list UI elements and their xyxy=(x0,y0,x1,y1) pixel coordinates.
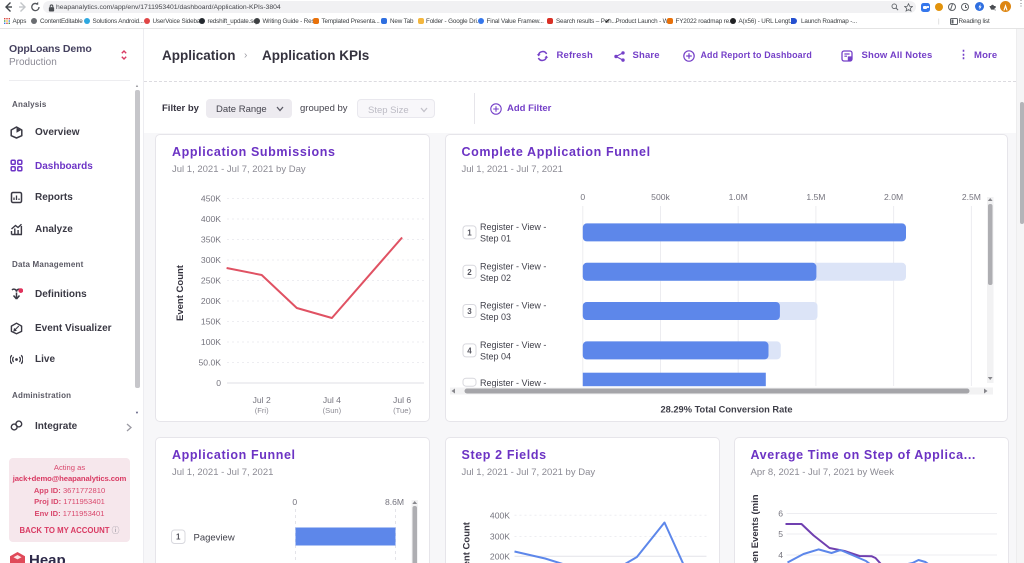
svg-text:1.5M: 1.5M xyxy=(806,192,825,202)
svg-text:(Fri): (Fri) xyxy=(255,406,269,415)
svg-text:Register - View -: Register - View - xyxy=(480,301,546,311)
svg-text:Step 01: Step 01 xyxy=(480,233,511,243)
svg-text:Between Events (min: Between Events (min xyxy=(750,494,761,563)
svg-text:8.6M: 8.6M xyxy=(385,497,404,507)
svg-text:Event Count: Event Count xyxy=(461,521,472,563)
svg-text:250K: 250K xyxy=(201,276,221,286)
svg-text:(Tue): (Tue) xyxy=(393,406,411,415)
svg-text:Register - View -: Register - View - xyxy=(480,378,546,388)
svg-text:Event Count: Event Count xyxy=(175,264,186,321)
svg-text:500k: 500k xyxy=(651,192,670,202)
svg-text:1.0M: 1.0M xyxy=(728,192,747,202)
svg-text:Step 04: Step 04 xyxy=(480,351,511,361)
svg-text:Pageview: Pageview xyxy=(194,533,235,544)
svg-text:200K: 200K xyxy=(489,551,509,561)
svg-text:350K: 350K xyxy=(201,235,221,245)
svg-text:0: 0 xyxy=(292,497,297,507)
svg-text:Jul 4: Jul 4 xyxy=(323,395,341,405)
svg-text:4: 4 xyxy=(467,346,472,355)
svg-text:Register - View -: Register - View - xyxy=(480,261,546,271)
svg-text:200K: 200K xyxy=(201,296,221,306)
svg-text:450K: 450K xyxy=(201,194,221,204)
svg-text:300K: 300K xyxy=(489,532,509,542)
svg-text:Register - View -: Register - View - xyxy=(480,222,546,232)
svg-text:(Sun): (Sun) xyxy=(323,406,342,415)
svg-text:Jul 2: Jul 2 xyxy=(253,395,271,405)
svg-text:400K: 400K xyxy=(201,214,221,224)
svg-text:0: 0 xyxy=(580,192,585,202)
svg-text:2.0M: 2.0M xyxy=(884,192,903,202)
svg-text:1: 1 xyxy=(176,533,181,542)
svg-text:5: 5 xyxy=(778,529,783,539)
svg-text:1: 1 xyxy=(467,228,472,237)
svg-text:2: 2 xyxy=(467,268,472,277)
svg-text:100K: 100K xyxy=(201,337,221,347)
svg-text:3: 3 xyxy=(467,307,472,316)
svg-text:4: 4 xyxy=(778,550,783,560)
svg-text:Step 02: Step 02 xyxy=(480,273,511,283)
svg-text:150K: 150K xyxy=(201,317,221,327)
svg-text:300K: 300K xyxy=(201,255,221,265)
svg-text:0: 0 xyxy=(216,378,221,388)
svg-text:400K: 400K xyxy=(489,510,509,520)
svg-text:Register - View -: Register - View - xyxy=(480,340,546,350)
svg-text:28.29% Total Conversion Rate: 28.29% Total Conversion Rate xyxy=(660,405,792,415)
svg-text:50.0K: 50.0K xyxy=(199,358,222,368)
svg-text:6: 6 xyxy=(778,509,783,519)
svg-text:Step 03: Step 03 xyxy=(480,312,511,322)
svg-text:Jul 6: Jul 6 xyxy=(393,395,411,405)
svg-text:2.5M: 2.5M xyxy=(961,192,980,202)
